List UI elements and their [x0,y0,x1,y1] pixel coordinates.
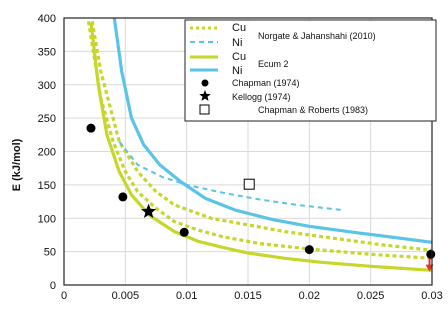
y-tick-label: 250 [38,113,56,125]
chapman-data-point [304,245,314,255]
chapman-roberts-data-point [243,178,255,190]
x-tick-label: 0 [61,290,67,302]
y-axis-label: E (kJ/mol) [11,138,23,191]
chapman-data-point [118,192,128,202]
y-tick-label: 200 [38,147,56,159]
legend-chapman-label: Chapman (1974) [232,78,300,88]
legend-cu-dotted-label: Cu [232,22,246,34]
legend-box [184,19,437,122]
y-tick-label: 0 [50,280,56,292]
series-line-solid-ni-1 [112,17,433,244]
plot-frame [63,17,433,286]
series-line-solid-cu-0 [89,22,433,272]
x-tick-label: 0.025 [357,290,385,302]
y-tick-label: 100 [38,213,56,225]
x-tick-label: 0.005 [112,290,140,302]
series-line-dotted-cu-3 [90,21,433,252]
y-tick-label: 50 [44,247,56,259]
y-tick-label: 300 [38,80,56,92]
marker-layer [86,123,436,272]
legend-chapman-roberts-marker [199,104,210,115]
y-tick-label: 400 [38,13,56,25]
legend-group1-label: Norgate & Jahanshahi (2010) [258,31,376,41]
legend-chapman-roberts-label: Chapman & Roberts (1983) [258,105,368,115]
x-tick-label: 0.02 [299,290,320,302]
legend-group2-label: Ecum 2 [258,59,289,69]
chapman-data-point [86,123,96,133]
axis-layer: 0 0.005 0.01 0.015 0.02 0.025 0.03 0 50 100 150 200… [38,13,443,302]
chapman-data-point [179,227,189,237]
chapman-data-point [426,249,436,259]
legend-ni-solid-label: Ni [232,65,242,77]
x-tick-label: 0.01 [176,290,197,302]
legend-kellogg-label: Kellogg (1974) [232,92,291,102]
legend-kellogg-marker [199,90,211,101]
legend-cu-solid-label: Cu [232,51,246,63]
x-tick-label: 0.03 [421,290,442,302]
y-tick-label: 350 [38,46,56,58]
x-tick-label: 0.015 [234,290,262,302]
legend: Cu Ni Norgate & Jahanshahi (2010) Cu Ni … [184,19,437,122]
legend-chapman-marker [201,79,209,87]
kellogg-data-point [141,203,157,218]
legend-ni-dashed-label: Ni [232,37,242,49]
series-line-dashed-ni-4 [118,140,344,212]
y-tick-label: 150 [38,180,56,192]
